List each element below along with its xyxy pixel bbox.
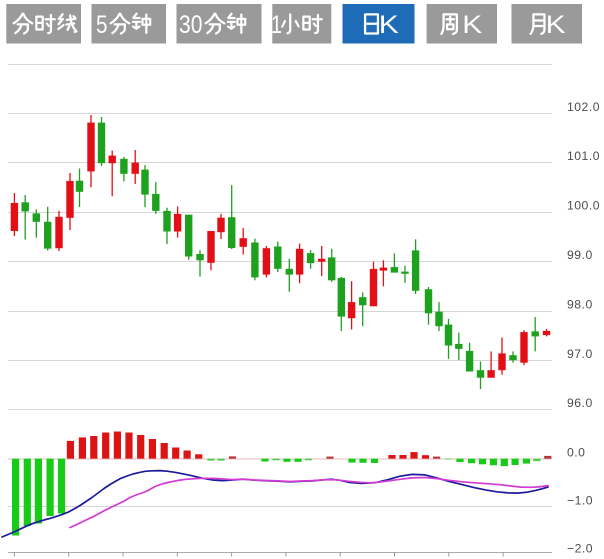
svg-text:102.0: 102.0 (567, 100, 600, 114)
svg-text:97.0: 97.0 (567, 347, 593, 361)
svg-text:−2.0: −2.0 (567, 541, 593, 555)
svg-text:K: K (462, 11, 482, 39)
svg-text:−1.0: −1.0 (567, 493, 593, 507)
svg-text:98.0: 98.0 (567, 297, 593, 311)
svg-text:K: K (379, 11, 399, 39)
svg-text:5: 5 (96, 11, 108, 39)
svg-text:101.0: 101.0 (567, 149, 600, 163)
svg-text:30: 30 (179, 11, 203, 39)
svg-text:96.0: 96.0 (567, 396, 593, 410)
svg-text:100.0: 100.0 (567, 199, 600, 213)
svg-text:0.0: 0.0 (567, 445, 585, 459)
svg-text:99.0: 99.0 (567, 248, 593, 262)
svg-text:1: 1 (271, 11, 282, 39)
svg-text:K: K (546, 11, 566, 39)
